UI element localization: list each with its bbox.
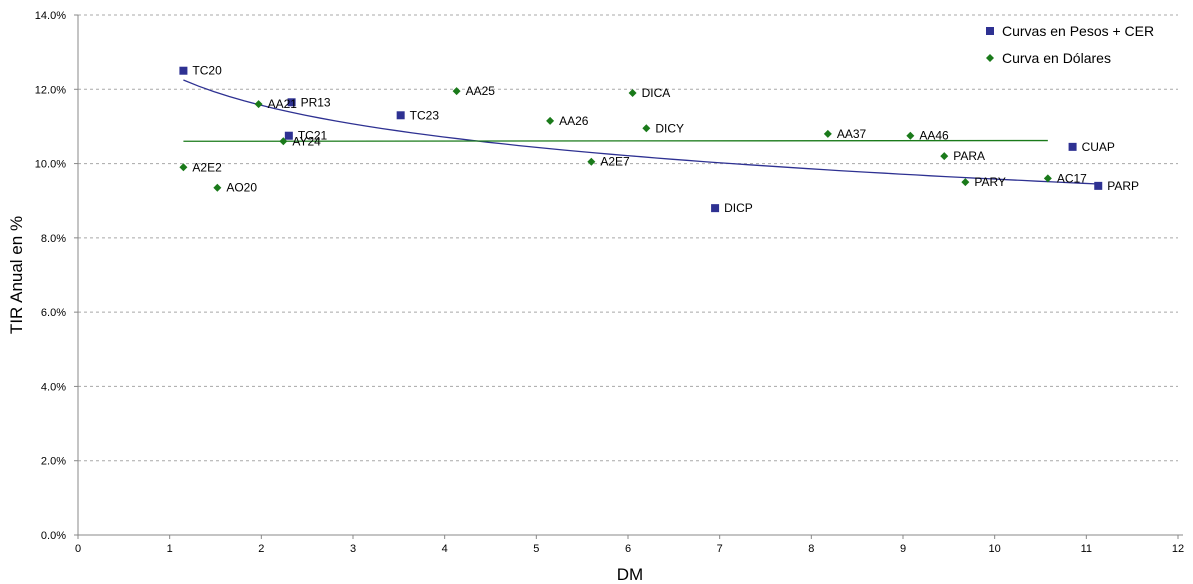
legend: Curvas en Pesos + CER Curva en Dólares xyxy=(986,23,1154,66)
point-label: TC23 xyxy=(410,108,440,122)
gridlines xyxy=(78,14,1178,462)
trendlines xyxy=(183,79,1099,185)
y-tick-label: 4.0% xyxy=(41,381,66,393)
point-label: AA37 xyxy=(837,127,867,141)
y-tick-labels: 0.0% 2.0% 4.0% 6.0% 8.0% 10.0% 12.0% 14.0% xyxy=(35,10,78,542)
x-tick-label: 9 xyxy=(900,543,906,555)
x-tick-label: 1 xyxy=(167,543,173,555)
legend-marker xyxy=(986,54,994,62)
x-tick-label: 5 xyxy=(533,543,539,555)
y-tick-label: 10.0% xyxy=(35,159,66,171)
y-tick-label: 0.0% xyxy=(41,530,66,542)
point-label: TC21 xyxy=(298,129,328,143)
y-tick-label: 6.0% xyxy=(41,307,66,319)
point-marker xyxy=(279,137,288,146)
legend-marker xyxy=(986,27,994,35)
point-marker xyxy=(628,89,637,97)
x-tick-labels: 0 1 2 3 4 5 6 7 8 9 10 11 12 xyxy=(75,535,1184,555)
point-marker xyxy=(1043,174,1052,183)
x-tick-label: 0 xyxy=(75,543,81,555)
point-label: AY24 xyxy=(292,134,321,148)
trendline xyxy=(183,79,1099,185)
point-marker xyxy=(1068,142,1077,151)
x-tick-label: 7 xyxy=(717,543,723,555)
point-label: PARP xyxy=(1107,179,1139,193)
point-label: AA25 xyxy=(466,84,496,98)
data-points: TC20 PR13 TC23 TC21 CUAP PARP DICP AA21 AA25 DICA… xyxy=(179,64,1139,215)
point-marker xyxy=(396,111,405,120)
trendline xyxy=(183,139,1048,142)
y-tick-label: 8.0% xyxy=(41,233,66,245)
x-tick-label: 3 xyxy=(350,543,356,555)
point-label: AC17 xyxy=(1057,171,1087,185)
point-label: A2E7 xyxy=(600,155,630,169)
point-marker xyxy=(179,163,188,172)
point-label: AA46 xyxy=(919,129,949,143)
x-tick-label: 8 xyxy=(808,543,814,555)
x-tick-label: 11 xyxy=(1081,543,1092,555)
point-label: PARY xyxy=(974,175,1006,189)
point-label: AO20 xyxy=(226,181,257,195)
point-marker xyxy=(711,204,720,213)
point-label: DICP xyxy=(724,201,753,215)
point-label: PR13 xyxy=(301,95,331,109)
point-label: TC20 xyxy=(192,64,222,78)
point-marker xyxy=(452,87,461,96)
point-marker xyxy=(587,157,596,166)
axes xyxy=(77,15,1183,536)
point-label: CUAP xyxy=(1082,140,1115,154)
y-tick-label: 12.0% xyxy=(35,84,66,96)
point-marker xyxy=(179,66,188,75)
point-marker xyxy=(823,129,832,138)
point-marker xyxy=(287,98,296,107)
point-marker xyxy=(906,131,915,140)
point-marker xyxy=(940,152,949,161)
point-marker xyxy=(642,124,651,133)
x-tick-label: 10 xyxy=(989,543,1001,555)
point-marker xyxy=(284,131,293,140)
x-tick-label: 6 xyxy=(625,543,631,555)
y-tick-label: 14.0% xyxy=(35,10,66,22)
point-marker xyxy=(213,183,222,192)
x-axis-title: DM xyxy=(617,565,643,584)
point-marker xyxy=(254,100,263,109)
y-axis-title: TIR Anual en % xyxy=(7,216,26,334)
point-label: PARA xyxy=(953,149,985,163)
x-tick-label: 2 xyxy=(258,543,264,555)
point-marker xyxy=(961,178,970,187)
legend-label: Curvas en Pesos + CER xyxy=(1002,23,1154,39)
x-tick-label: 12 xyxy=(1172,543,1184,555)
point-label: AA26 xyxy=(559,114,589,128)
point-marker xyxy=(1094,181,1103,190)
point-marker xyxy=(546,116,555,125)
legend-label: Curva en Dólares xyxy=(1002,50,1111,66)
point-label: DICA xyxy=(642,86,671,100)
point-label: AA21 xyxy=(268,97,298,111)
point-label: DICY xyxy=(655,121,684,135)
point-label: A2E2 xyxy=(192,160,222,174)
y-tick-label: 2.0% xyxy=(41,456,66,468)
x-tick-label: 4 xyxy=(442,543,448,555)
